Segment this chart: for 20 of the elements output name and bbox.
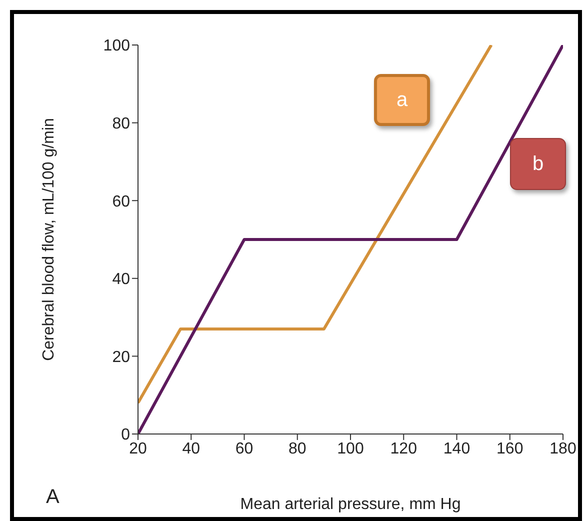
text: A: [46, 486, 60, 509]
x-tick-label: 60: [235, 440, 254, 458]
y-tick-label: 20: [112, 348, 130, 366]
x-tick-label: 180: [550, 440, 576, 458]
x-tick-label: 120: [390, 440, 418, 458]
x-tick-label: 80: [288, 440, 306, 458]
y-tick-label: 0: [121, 426, 130, 444]
x-tick-label: 160: [496, 440, 524, 458]
y-axis-title: Cerebral blood flow, mL/100 g/min: [40, 118, 58, 361]
y-tick-label: 80: [112, 115, 130, 132]
y-tick-label: 60: [112, 193, 130, 210]
series-label: a: [374, 74, 430, 126]
x-tick-label: 100: [337, 440, 364, 458]
x-tick-label: 40: [182, 440, 200, 458]
x-tick-label: 140: [443, 440, 470, 458]
y-tick-label: 100: [103, 38, 130, 55]
y-tick-label: 40: [112, 271, 130, 288]
x-tick-label: 20: [129, 440, 147, 458]
x-axis-title: Mean arterial pressure, mm Hg: [240, 496, 461, 513]
series-label: b: [510, 138, 566, 190]
